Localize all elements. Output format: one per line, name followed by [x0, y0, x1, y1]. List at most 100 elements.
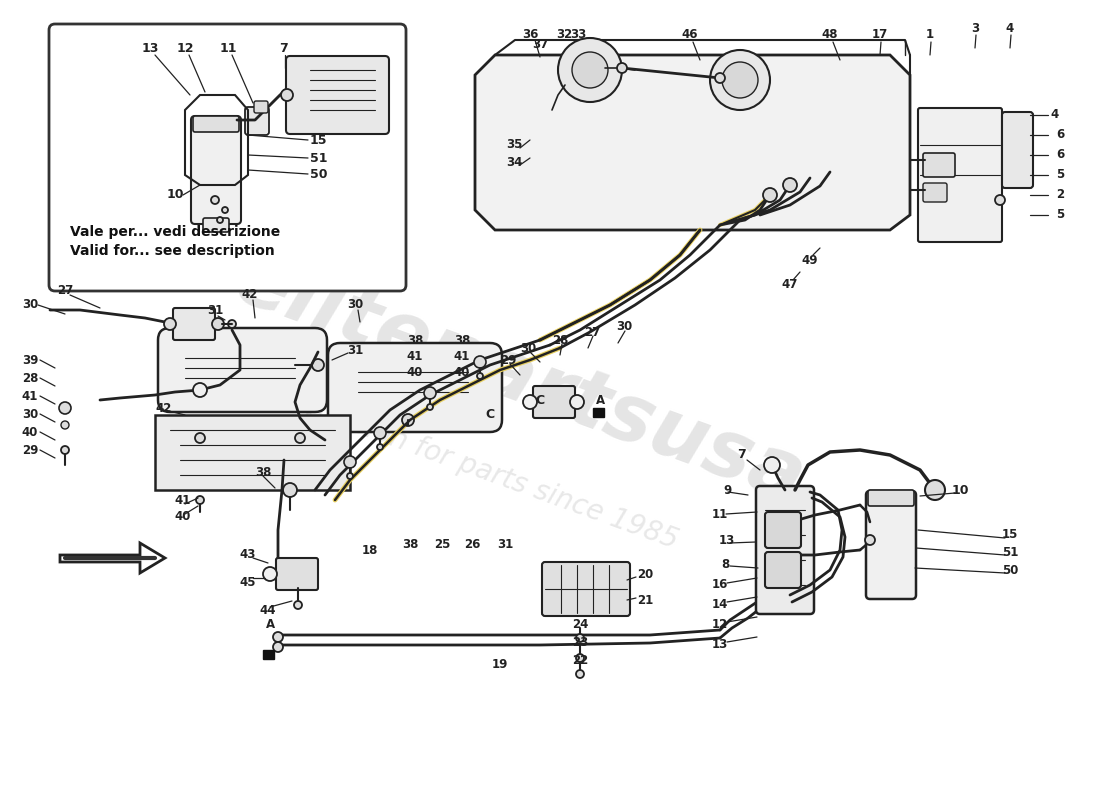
FancyBboxPatch shape	[923, 183, 947, 202]
Text: 28: 28	[552, 334, 569, 346]
Circle shape	[722, 62, 758, 98]
Circle shape	[783, 178, 798, 192]
Circle shape	[576, 654, 584, 662]
Text: 42: 42	[242, 289, 258, 302]
Circle shape	[217, 217, 223, 223]
Text: 13: 13	[719, 534, 735, 546]
FancyBboxPatch shape	[534, 386, 575, 418]
Circle shape	[263, 567, 277, 581]
FancyBboxPatch shape	[542, 562, 630, 616]
Text: 38: 38	[454, 334, 470, 346]
Text: 2: 2	[1056, 189, 1064, 202]
Text: 37: 37	[532, 38, 548, 50]
FancyBboxPatch shape	[245, 107, 270, 135]
Circle shape	[996, 195, 1005, 205]
FancyBboxPatch shape	[158, 328, 327, 412]
Text: 45: 45	[240, 575, 256, 589]
Circle shape	[346, 473, 353, 479]
Text: 40: 40	[175, 510, 191, 522]
Text: 11: 11	[219, 42, 236, 54]
Circle shape	[424, 387, 436, 399]
Circle shape	[764, 457, 780, 473]
FancyBboxPatch shape	[192, 116, 239, 132]
Text: 24: 24	[572, 618, 588, 631]
Text: 28: 28	[22, 371, 38, 385]
Circle shape	[294, 601, 302, 609]
Text: 51: 51	[310, 151, 328, 165]
Text: 3: 3	[971, 22, 979, 34]
Text: 43: 43	[240, 549, 256, 562]
Circle shape	[60, 446, 69, 454]
Circle shape	[228, 320, 236, 328]
Text: 34: 34	[506, 155, 522, 169]
Text: 23: 23	[572, 635, 588, 649]
Text: 10: 10	[166, 189, 184, 202]
FancyBboxPatch shape	[764, 552, 801, 588]
Circle shape	[283, 483, 297, 497]
Circle shape	[344, 456, 356, 468]
FancyBboxPatch shape	[866, 491, 916, 599]
Text: 1: 1	[926, 29, 934, 42]
Circle shape	[402, 414, 414, 426]
Text: 41: 41	[175, 494, 191, 506]
Text: 15: 15	[1002, 529, 1019, 542]
Text: 30: 30	[22, 298, 38, 311]
Text: 8: 8	[720, 558, 729, 571]
Text: 7: 7	[738, 449, 747, 462]
FancyBboxPatch shape	[1002, 112, 1033, 188]
FancyBboxPatch shape	[328, 343, 502, 432]
Circle shape	[280, 89, 293, 101]
Text: 13: 13	[141, 42, 158, 54]
Text: 40: 40	[407, 366, 424, 378]
Text: 11: 11	[712, 509, 728, 522]
Circle shape	[273, 632, 283, 642]
Text: 30: 30	[616, 321, 632, 334]
Text: 47: 47	[782, 278, 799, 291]
Text: 9: 9	[723, 483, 732, 497]
Text: 46: 46	[682, 29, 698, 42]
Text: 38: 38	[407, 334, 424, 346]
FancyBboxPatch shape	[923, 153, 955, 177]
Circle shape	[925, 480, 945, 500]
FancyBboxPatch shape	[764, 512, 801, 548]
Text: 48: 48	[822, 29, 838, 42]
Circle shape	[572, 52, 608, 88]
Circle shape	[195, 433, 205, 443]
Text: 39: 39	[22, 354, 38, 366]
Circle shape	[522, 395, 537, 409]
Text: 31: 31	[207, 303, 223, 317]
Circle shape	[576, 670, 584, 678]
Circle shape	[192, 383, 207, 397]
Text: A: A	[595, 394, 605, 406]
Text: 17: 17	[872, 29, 888, 42]
Circle shape	[427, 404, 433, 410]
Circle shape	[212, 318, 224, 330]
Text: 41: 41	[407, 350, 424, 362]
Text: elitepartsusa: elitepartsusa	[224, 241, 815, 519]
FancyBboxPatch shape	[254, 101, 268, 113]
Text: 4: 4	[1050, 109, 1059, 122]
Text: 31: 31	[497, 538, 513, 551]
Text: 12: 12	[176, 42, 194, 54]
Polygon shape	[60, 543, 165, 573]
Circle shape	[477, 373, 483, 379]
Text: 27: 27	[584, 326, 601, 338]
Text: 15: 15	[310, 134, 328, 146]
Text: 18: 18	[362, 543, 378, 557]
Text: 5: 5	[1056, 169, 1064, 182]
Text: 14: 14	[712, 598, 728, 611]
Text: 10: 10	[952, 483, 969, 497]
Circle shape	[59, 402, 72, 414]
Text: 35: 35	[506, 138, 522, 151]
Text: 50: 50	[1002, 565, 1019, 578]
Circle shape	[715, 73, 725, 83]
Circle shape	[576, 634, 584, 642]
Polygon shape	[155, 415, 350, 490]
Circle shape	[710, 50, 770, 110]
Text: 51: 51	[1002, 546, 1019, 559]
Text: 6: 6	[1056, 149, 1064, 162]
FancyBboxPatch shape	[173, 308, 214, 340]
Text: 19: 19	[492, 658, 508, 671]
Circle shape	[763, 188, 777, 202]
Text: 5: 5	[1056, 209, 1064, 222]
